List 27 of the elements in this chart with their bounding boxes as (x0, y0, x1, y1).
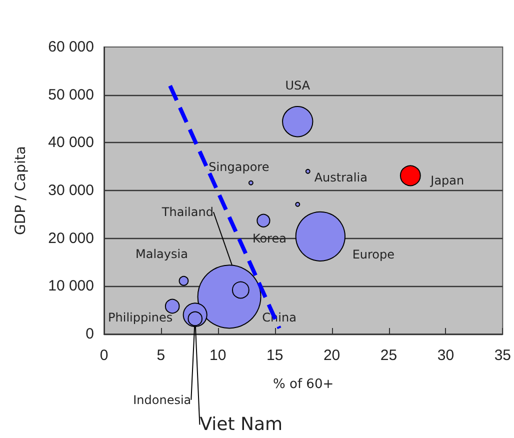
series-label: Europe (352, 247, 395, 262)
y-tick-label: 30 000 (48, 182, 94, 199)
x-tick-label: 20 (323, 347, 340, 364)
x-tick-label: 0 (100, 347, 108, 364)
series-label: Philippines (108, 310, 173, 324)
series-label: Australia (314, 170, 368, 184)
y-tick-label: 20 000 (48, 230, 94, 247)
y-tick-label: 0 (86, 326, 94, 342)
y-axis-title: GDP / Capita (13, 146, 29, 235)
x-tick-label: 5 (156, 347, 166, 364)
series-label: Japan (430, 174, 464, 188)
x-axis-title: % of 60+ (273, 377, 334, 392)
text: Indonesia (133, 392, 192, 407)
series-label: USA (285, 78, 311, 93)
x-tick-label: 15 (266, 347, 284, 364)
x-tick-label: 25 (380, 347, 398, 364)
series-label: Singapore (208, 160, 270, 174)
y-tick-label: 60 000 (48, 38, 94, 56)
x-tick-label: 10 (210, 347, 226, 364)
series-label: Malaysia (136, 246, 188, 261)
y-tick-label: 10 000 (48, 278, 94, 295)
text: Thailand (160, 204, 214, 219)
x-tick-label: 30 (437, 347, 454, 364)
text: Viet Nam (200, 414, 283, 436)
y-tick-label: 40 000 (48, 134, 94, 152)
y-tick-label: 50 000 (48, 86, 94, 104)
x-tick-label: 35 (494, 347, 511, 364)
